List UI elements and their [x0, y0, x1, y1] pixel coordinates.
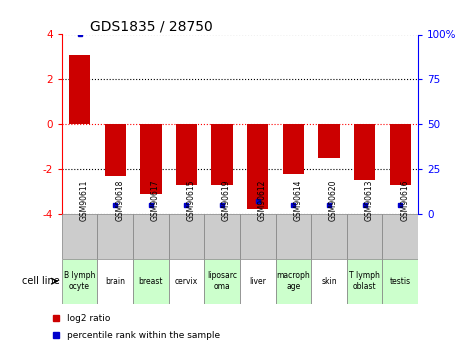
Bar: [140, 124, 162, 194]
Bar: [69, 55, 90, 124]
Bar: [318, 124, 340, 158]
Bar: [311, 259, 347, 304]
Bar: [97, 214, 133, 259]
Bar: [204, 259, 240, 304]
Bar: [169, 259, 204, 304]
Text: GSM90617: GSM90617: [151, 179, 160, 221]
Bar: [169, 214, 204, 259]
Text: liver: liver: [249, 277, 266, 286]
Text: skin: skin: [321, 277, 337, 286]
Text: T lymph
oblast: T lymph oblast: [349, 272, 380, 291]
Text: log2 ratio: log2 ratio: [67, 314, 111, 323]
Bar: [382, 214, 418, 259]
Text: GDS1835 / 28750: GDS1835 / 28750: [90, 19, 213, 33]
Bar: [97, 259, 133, 304]
Bar: [211, 124, 233, 185]
Text: GSM90620: GSM90620: [329, 179, 338, 221]
Text: GSM90612: GSM90612: [257, 179, 266, 221]
Bar: [133, 214, 169, 259]
Text: percentile rank within the sample: percentile rank within the sample: [67, 331, 220, 340]
Text: GSM90614: GSM90614: [293, 179, 302, 221]
Bar: [347, 259, 382, 304]
Bar: [204, 214, 240, 259]
Text: GSM90611: GSM90611: [80, 179, 88, 221]
Bar: [240, 259, 276, 304]
Bar: [104, 124, 126, 176]
Text: cervix: cervix: [175, 277, 198, 286]
Text: GSM90619: GSM90619: [222, 179, 231, 221]
Bar: [283, 124, 304, 174]
Text: B lymph
ocyte: B lymph ocyte: [64, 272, 95, 291]
Bar: [276, 259, 311, 304]
Bar: [311, 214, 347, 259]
Text: GSM90618: GSM90618: [115, 179, 124, 221]
Text: breast: breast: [139, 277, 163, 286]
Text: brain: brain: [105, 277, 125, 286]
Bar: [62, 214, 97, 259]
Bar: [390, 124, 411, 185]
Text: macroph
age: macroph age: [276, 272, 310, 291]
Bar: [133, 259, 169, 304]
Bar: [354, 124, 375, 180]
Bar: [240, 214, 276, 259]
Bar: [62, 259, 97, 304]
Bar: [347, 214, 382, 259]
Bar: [382, 259, 418, 304]
Text: liposarc
oma: liposarc oma: [207, 272, 237, 291]
Text: GSM90616: GSM90616: [400, 179, 409, 221]
Bar: [176, 124, 197, 185]
Text: GSM90615: GSM90615: [186, 179, 195, 221]
Bar: [276, 214, 311, 259]
Text: cell line: cell line: [22, 276, 60, 286]
Text: testis: testis: [390, 277, 411, 286]
Text: GSM90613: GSM90613: [365, 179, 373, 221]
Bar: [247, 124, 268, 209]
